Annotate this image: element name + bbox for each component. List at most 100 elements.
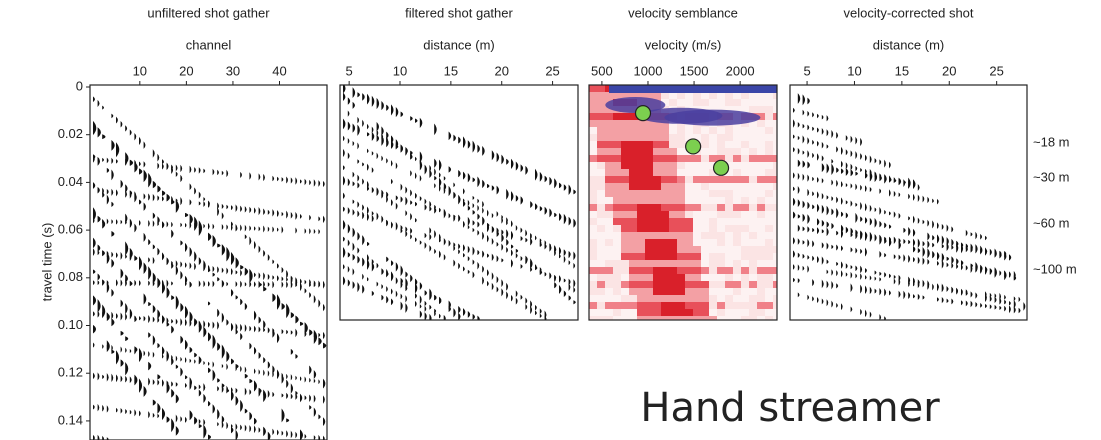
wiggle xyxy=(381,189,384,197)
wiggle xyxy=(323,303,325,312)
semblance-cell xyxy=(597,204,605,211)
wiggle xyxy=(999,270,1002,277)
wiggle xyxy=(162,346,165,356)
wiggle xyxy=(817,297,819,304)
wiggle xyxy=(352,181,355,187)
semblance-cell xyxy=(765,246,773,253)
wiggle xyxy=(530,232,532,238)
wiggle xyxy=(515,297,518,305)
annotation: ~100 m xyxy=(1033,261,1077,276)
wiggle xyxy=(1009,305,1011,314)
wiggle xyxy=(217,169,219,176)
semblance-cell xyxy=(589,162,597,169)
wiggle xyxy=(203,418,206,426)
wiggle xyxy=(841,270,843,278)
wiggle xyxy=(821,193,824,200)
y-tick-label: 0.12 xyxy=(58,365,83,380)
wiggle xyxy=(515,253,518,259)
wiggle xyxy=(477,198,480,204)
wiggle xyxy=(343,165,345,171)
wiggle xyxy=(831,281,834,290)
wiggle xyxy=(171,418,175,433)
semblance-cell xyxy=(613,232,621,239)
wiggle xyxy=(439,207,441,213)
wiggle xyxy=(439,172,441,178)
wiggle xyxy=(927,248,930,259)
wiggle xyxy=(300,376,302,382)
semblance-cell xyxy=(749,267,757,274)
semblance-cell xyxy=(613,183,621,190)
wiggle xyxy=(309,394,312,402)
wiggle xyxy=(254,207,256,214)
semblance-cell xyxy=(701,148,709,155)
wiggle xyxy=(295,315,299,324)
wiggle xyxy=(530,300,533,309)
wiggle xyxy=(134,159,137,168)
semblance-cell xyxy=(757,162,765,169)
wiggle xyxy=(429,304,432,310)
semblance-cell xyxy=(669,246,677,253)
wiggle xyxy=(850,150,853,157)
semblance-cell xyxy=(677,162,685,169)
wiggle xyxy=(865,203,867,212)
wiggle xyxy=(429,313,432,320)
semblance-cell xyxy=(709,183,717,190)
wiggle xyxy=(152,272,156,284)
semblance-cell xyxy=(765,113,773,120)
wiggle xyxy=(277,294,281,310)
wiggle xyxy=(400,196,403,203)
wiggle xyxy=(286,281,288,288)
wiggle xyxy=(482,207,484,214)
wiggle xyxy=(812,227,815,233)
semblance-cell xyxy=(589,148,597,155)
wiggle xyxy=(405,226,408,233)
semblance-cell xyxy=(733,92,741,99)
semblance-cell xyxy=(757,204,765,211)
semblance-cell xyxy=(773,169,777,176)
semblance-cell xyxy=(733,183,741,190)
wiggle xyxy=(874,288,877,294)
wiggle xyxy=(347,110,350,117)
semblance-cell xyxy=(605,267,613,274)
wiggle xyxy=(120,219,123,225)
wiggle xyxy=(352,140,355,146)
wiggle xyxy=(448,239,451,247)
wiggle xyxy=(309,179,311,186)
wiggle xyxy=(106,157,109,164)
semblance-cell xyxy=(693,99,701,106)
semblance-cell xyxy=(709,302,717,309)
semblance-cell xyxy=(613,274,621,281)
wiggle xyxy=(869,204,872,213)
wiggle xyxy=(841,303,843,311)
wiggle xyxy=(802,94,806,106)
wiggle xyxy=(826,269,829,274)
semblance-cell xyxy=(773,260,777,267)
panel-title: velocity semblance xyxy=(628,5,738,20)
wiggle xyxy=(198,201,201,206)
wiggle xyxy=(506,220,508,226)
wiggle xyxy=(162,190,166,197)
semblance-cell xyxy=(741,260,749,267)
wiggle xyxy=(226,169,229,178)
wiggle xyxy=(989,295,992,302)
semblance-cell xyxy=(725,267,733,274)
wiggle xyxy=(994,268,997,277)
wiggle xyxy=(357,210,360,218)
wiggle xyxy=(116,142,120,158)
x-tick-label: 10 xyxy=(133,63,147,78)
wiggle xyxy=(221,421,224,429)
semblance-cell xyxy=(621,113,629,120)
wiggle xyxy=(424,300,427,307)
wiggle xyxy=(807,188,810,197)
wiggle xyxy=(180,174,183,183)
wiggle xyxy=(472,203,475,209)
semblance-cell xyxy=(685,316,693,320)
wiggle xyxy=(472,313,475,320)
wiggle xyxy=(898,212,901,219)
semblance-cell xyxy=(701,190,709,197)
semblance-cell xyxy=(645,162,653,169)
wiggle xyxy=(889,189,891,197)
wiggle xyxy=(120,252,123,260)
wiggle xyxy=(482,276,485,285)
wiggle xyxy=(357,255,360,264)
